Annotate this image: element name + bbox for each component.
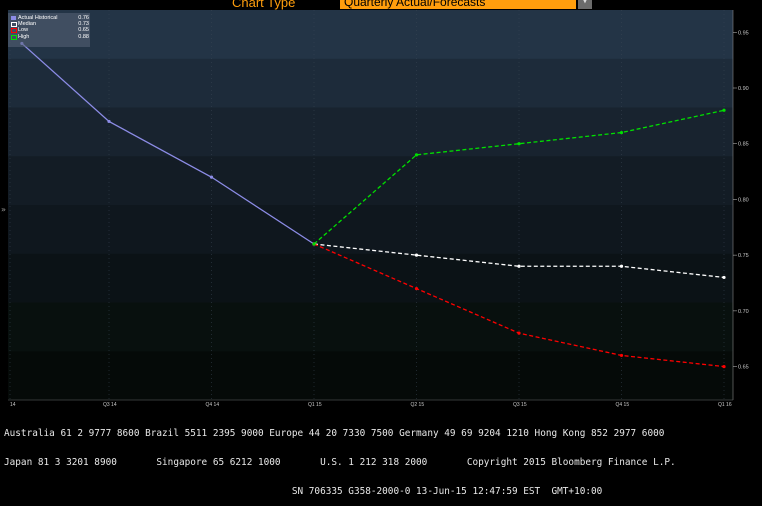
chart-type-label: Chart Type (232, 0, 296, 10)
background-bands (0, 10, 734, 401)
footer-line-3: SN 706335 G358-2000-0 13-Jun-15 12:47:59… (4, 485, 603, 497)
x-tick-label: 14 (10, 402, 16, 408)
x-tick-label: Q3 14 (103, 402, 117, 408)
legend-swatch (11, 34, 17, 40)
x-tick-label: Q2 15 (411, 402, 425, 408)
data-point (517, 264, 521, 268)
data-point (517, 142, 521, 146)
background-band (8, 302, 733, 352)
legend-name: Low (18, 27, 29, 34)
series-line-high (313, 109, 725, 245)
data-point (722, 108, 726, 112)
data-point (209, 175, 214, 179)
legend-swatch (11, 28, 17, 34)
footer: Australia 61 2 9777 8600 Brazil 5511 239… (4, 410, 676, 506)
background-band (8, 253, 733, 303)
legend-value: 0.65 (78, 27, 89, 34)
dropdown-arrow-icon[interactable]: ▼ (578, 0, 592, 9)
data-point (619, 264, 624, 268)
legend: Actual Historical 0.76 Median 0.73 Low 0.65 Hi… (8, 13, 90, 47)
legend-item: Low 0.65 (11, 27, 89, 34)
y-tick-label: 0.90 (738, 86, 749, 92)
x-tick-label: Q3 15 (513, 402, 527, 408)
legend-item: High 0.88 (11, 34, 89, 40)
expand-panel-icon[interactable]: » (1, 205, 6, 214)
x-tick-label: Q4 15 (616, 402, 630, 408)
y-tick-label: 0.80 (738, 197, 749, 203)
x-tick-label: Q1 15 (308, 402, 322, 408)
footer-line-1: Australia 61 2 9777 8600 Brazil 5511 239… (4, 428, 665, 440)
data-point (107, 119, 111, 124)
data-point (619, 353, 624, 358)
data-point (414, 153, 419, 157)
legend-item: Actual Historical 0.76 (11, 15, 89, 21)
data-point (312, 242, 316, 246)
x-tick-label: Q1 16 (718, 402, 732, 408)
legend-value: 0.76 (78, 15, 89, 21)
background-band (8, 58, 733, 108)
data-point (414, 286, 419, 291)
background-band (8, 205, 733, 255)
legend-item: Median 0.73 (11, 21, 89, 28)
background-band (8, 156, 733, 206)
data-point (722, 275, 726, 280)
series-line-actual-historical (21, 42, 315, 245)
data-point (517, 331, 521, 335)
legend-swatch (11, 22, 17, 28)
background-band (8, 351, 733, 401)
data-point (722, 364, 726, 369)
footer-line-2: Japan 81 3 3201 8900 Singapore 65 6212 1… (4, 456, 676, 468)
y-tick-label: 0.65 (738, 365, 749, 371)
legend-name: Median (18, 21, 37, 28)
legend-name: High (18, 33, 30, 40)
background-band (8, 10, 733, 60)
legend-value: 0.88 (78, 33, 89, 40)
x-tick-label: Q4 14 (206, 402, 220, 408)
chart-type-bar: Chart Type Quarterly Actual/Forecasts ▼ (0, 0, 762, 10)
legend-swatch (11, 16, 16, 20)
data-point (414, 253, 419, 257)
y-tick-label: 0.75 (738, 253, 749, 259)
y-tick-label: 0.70 (738, 309, 749, 315)
y-axis: 0.95 0.90 0.85 0.80 0.75 0.70 0.65 (733, 30, 749, 371)
y-tick-label: 0.95 (738, 30, 749, 36)
y-tick-label: 0.85 (738, 142, 749, 148)
legend-value: 0.73 (78, 21, 89, 28)
series-line-median (313, 243, 725, 279)
data-point (619, 130, 624, 135)
legend-name: Actual Historical (18, 15, 58, 21)
chart-type-dropdown[interactable]: Quarterly Actual/Forecasts (340, 0, 576, 9)
